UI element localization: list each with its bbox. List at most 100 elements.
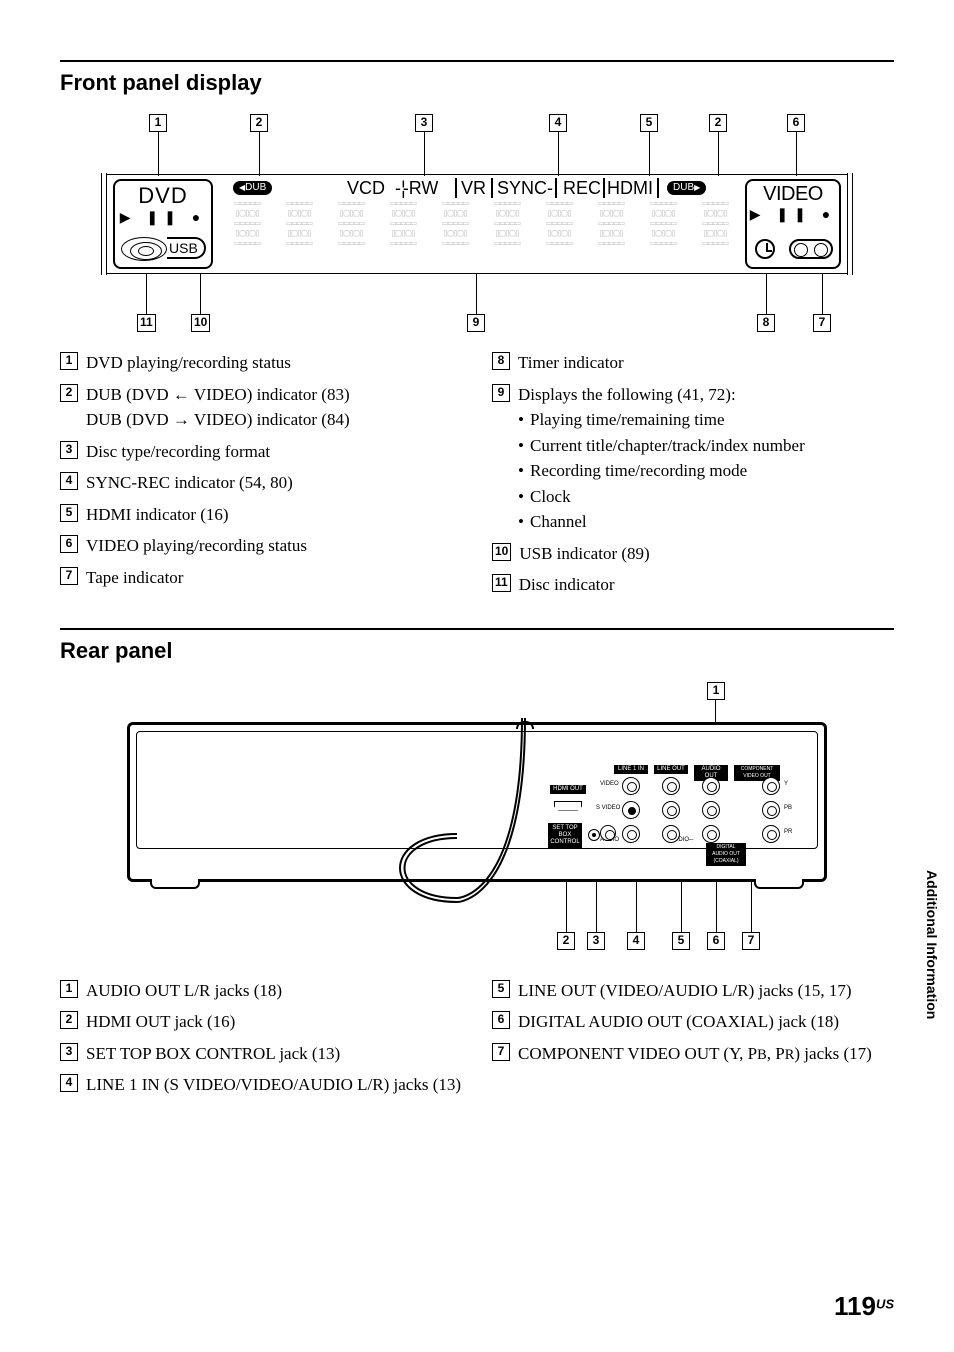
comp-y: Y: [784, 781, 788, 788]
row-svideo: S VIDEO: [596, 805, 620, 812]
section-title-rear: Rear panel: [60, 638, 894, 664]
fp-callout-bot-7: 7: [813, 314, 831, 332]
hdmi-indicator: HDMI: [607, 178, 653, 199]
fp-callout-top-2: 2: [709, 114, 727, 132]
coax-label: DIGITALAUDIO OUT(COAXIAL): [706, 843, 746, 866]
legend-text-6: VIDEO playing/recording status: [86, 533, 462, 559]
legend-item-2: 2 HDMI OUT jack (16): [60, 1009, 462, 1035]
legend-num-6: 6: [492, 1011, 510, 1029]
legend-text-5: LINE OUT (VIDEO/AUDIO L/R) jacks (15, 17…: [518, 978, 894, 1004]
sync-indicator: SYNC-: [497, 178, 553, 199]
rear-callout-1: 1: [707, 682, 725, 700]
rear-panel-legend: 1 AUDIO OUT L/R jacks (18) 2 HDMI OUT ja…: [60, 978, 894, 1104]
legend-sub: Recording time/recording mode: [518, 458, 894, 484]
display-frame: DVD ▶ ❚❚ ● USB ◀DUB VCD -¦-RW VR SYNC- R…: [107, 174, 847, 274]
legend-num-3: 3: [60, 441, 78, 459]
fp-callout-bot-9: 9: [467, 314, 485, 332]
legend-item-1: 1 AUDIO OUT L/R jacks (18): [60, 978, 462, 1004]
fp-callout-top-6: 6: [787, 114, 805, 132]
stb-jack: [588, 829, 600, 841]
legend-num-2: 2: [60, 1011, 78, 1029]
svideo-jack: [600, 825, 616, 841]
legend-num-9: 9: [492, 384, 510, 402]
rp-callout-6: 6: [707, 932, 725, 950]
rca-jack: [762, 777, 780, 795]
legend-text-3: SET TOP BOX CONTROL jack (13): [86, 1041, 462, 1067]
section-title-front: Front panel display: [60, 70, 894, 96]
rp-callout-2: 2: [557, 932, 575, 950]
rca-jack: [702, 825, 720, 843]
legend-sub: Playing time/remaining time: [518, 407, 894, 433]
rca-jack: [702, 801, 720, 819]
row-video: VIDEO: [600, 781, 619, 788]
legend-num-4: 4: [60, 1074, 78, 1092]
legend-item-9: 9 Displays the following (41, 72):Playin…: [492, 382, 894, 535]
fp-callout-top-3: 3: [415, 114, 433, 132]
legend-item-2: 2 DUB (DVD ← VIDEO) indicator (83)DUB (D…: [60, 382, 462, 433]
rca-jack: [702, 777, 720, 795]
legend-item-3: 3 Disc type/recording format: [60, 439, 462, 465]
legend-text-2: DUB (DVD ← VIDEO) indicator (83)DUB (DVD…: [86, 382, 462, 433]
legend-item-3: 3 SET TOP BOX CONTROL jack (13): [60, 1041, 462, 1067]
lineout-label: LINE OUT: [654, 765, 688, 774]
legend-sub: Channel: [518, 509, 894, 535]
legend-item-7: 7 COMPONENT VIDEO OUT (Y, PB, PR) jacks …: [492, 1041, 894, 1067]
rca-jack: [662, 777, 680, 795]
legend-num-3: 3: [60, 1043, 78, 1061]
segment-display-area: ▭▭▭▭▭▯▢▯▢▯▭▭▭▭▭▯▢▯▢▯▭▭▭▭▭▭▭▭▭▭▯▢▯▢▯▭▭▭▭▭…: [225, 199, 737, 265]
legend-num-1: 1: [60, 980, 78, 998]
video-transport-icons: ▶ ❚❚ ●: [747, 206, 839, 223]
rear-chassis: HDMI OUT SET TOPBOXCONTROL LINE 1 IN LIN…: [127, 722, 827, 882]
video-status-box: VIDEO ▶ ❚❚ ●: [745, 179, 841, 269]
dub-left-badge: ◀DUB: [233, 181, 272, 195]
fp-callout-top-5: 5: [640, 114, 658, 132]
tape-reel-icon: [789, 239, 833, 259]
rp-callout-5: 5: [672, 932, 690, 950]
legend-text-4: SYNC-REC indicator (54, 80): [86, 470, 462, 496]
legend-text-2: HDMI OUT jack (16): [86, 1009, 462, 1035]
legend-item-6: 6 VIDEO playing/recording status: [60, 533, 462, 559]
rca-jack: [622, 825, 640, 843]
video-label: VIDEO: [747, 183, 839, 206]
rca-jack: [762, 801, 780, 819]
timer-icon: [755, 239, 775, 259]
rec-indicator: REC: [563, 178, 601, 199]
legend-text-3: Disc type/recording format: [86, 439, 462, 465]
legend-item-6: 6 DIGITAL AUDIO OUT (COAXIAL) jack (18): [492, 1009, 894, 1035]
legend-sub: Current title/chapter/track/index number: [518, 433, 894, 459]
legend-text-11: Disc indicator: [519, 572, 894, 598]
dvd-transport-icons: ▶ ❚❚ ●: [115, 209, 211, 226]
legend-item-4: 4 LINE 1 IN (S VIDEO/VIDEO/AUDIO L/R) ja…: [60, 1072, 462, 1098]
legend-text-7: Tape indicator: [86, 565, 462, 591]
vcd-indicator: VCD: [347, 178, 385, 199]
fp-callout-top-2: 2: [250, 114, 268, 132]
rp-callout-4: 4: [627, 932, 645, 950]
dub-right-badge: DUB▶: [667, 181, 706, 195]
legend-item-7: 7 Tape indicator: [60, 565, 462, 591]
front-panel-legend: 1 DVD playing/recording status 2 DUB (DV…: [60, 350, 894, 604]
legend-num-5: 5: [60, 504, 78, 522]
disc-icon: [121, 237, 167, 261]
fp-callout-top-1: 1: [149, 114, 167, 132]
legend-text-5: HDMI indicator (16): [86, 502, 462, 528]
rca-jack: [762, 825, 780, 843]
hdmi-label: HDMI OUT: [550, 785, 586, 794]
front-panel-diagram: 1 2 3 4 5 2 6 DVD ▶ ❚❚ ● USB ◀DUB VCD -¦…: [97, 114, 857, 334]
stb-label: SET TOPBOXCONTROL: [548, 823, 582, 848]
legend-num-8: 8: [492, 352, 510, 370]
legend-item-4: 4 SYNC-REC indicator (54, 80): [60, 470, 462, 496]
legend-num-10: 10: [492, 543, 511, 561]
legend-num-7: 7: [492, 1043, 510, 1061]
rw-indicator: -¦-RW: [395, 178, 438, 199]
rp-callout-7: 7: [742, 932, 760, 950]
dvd-label: DVD: [115, 183, 211, 209]
usb-indicator: USB: [167, 237, 206, 259]
legend-text-9: Displays the following (41, 72):Playing …: [518, 382, 894, 535]
legend-item-10: 10 USB indicator (89): [492, 541, 894, 567]
hdmi-port: [554, 801, 582, 811]
page-number: 119US: [834, 1291, 894, 1322]
vr-indicator: VR: [461, 178, 486, 199]
legend-item-1: 1 DVD playing/recording status: [60, 350, 462, 376]
legend-num-5: 5: [492, 980, 510, 998]
line1-label: LINE 1 IN: [614, 765, 648, 774]
